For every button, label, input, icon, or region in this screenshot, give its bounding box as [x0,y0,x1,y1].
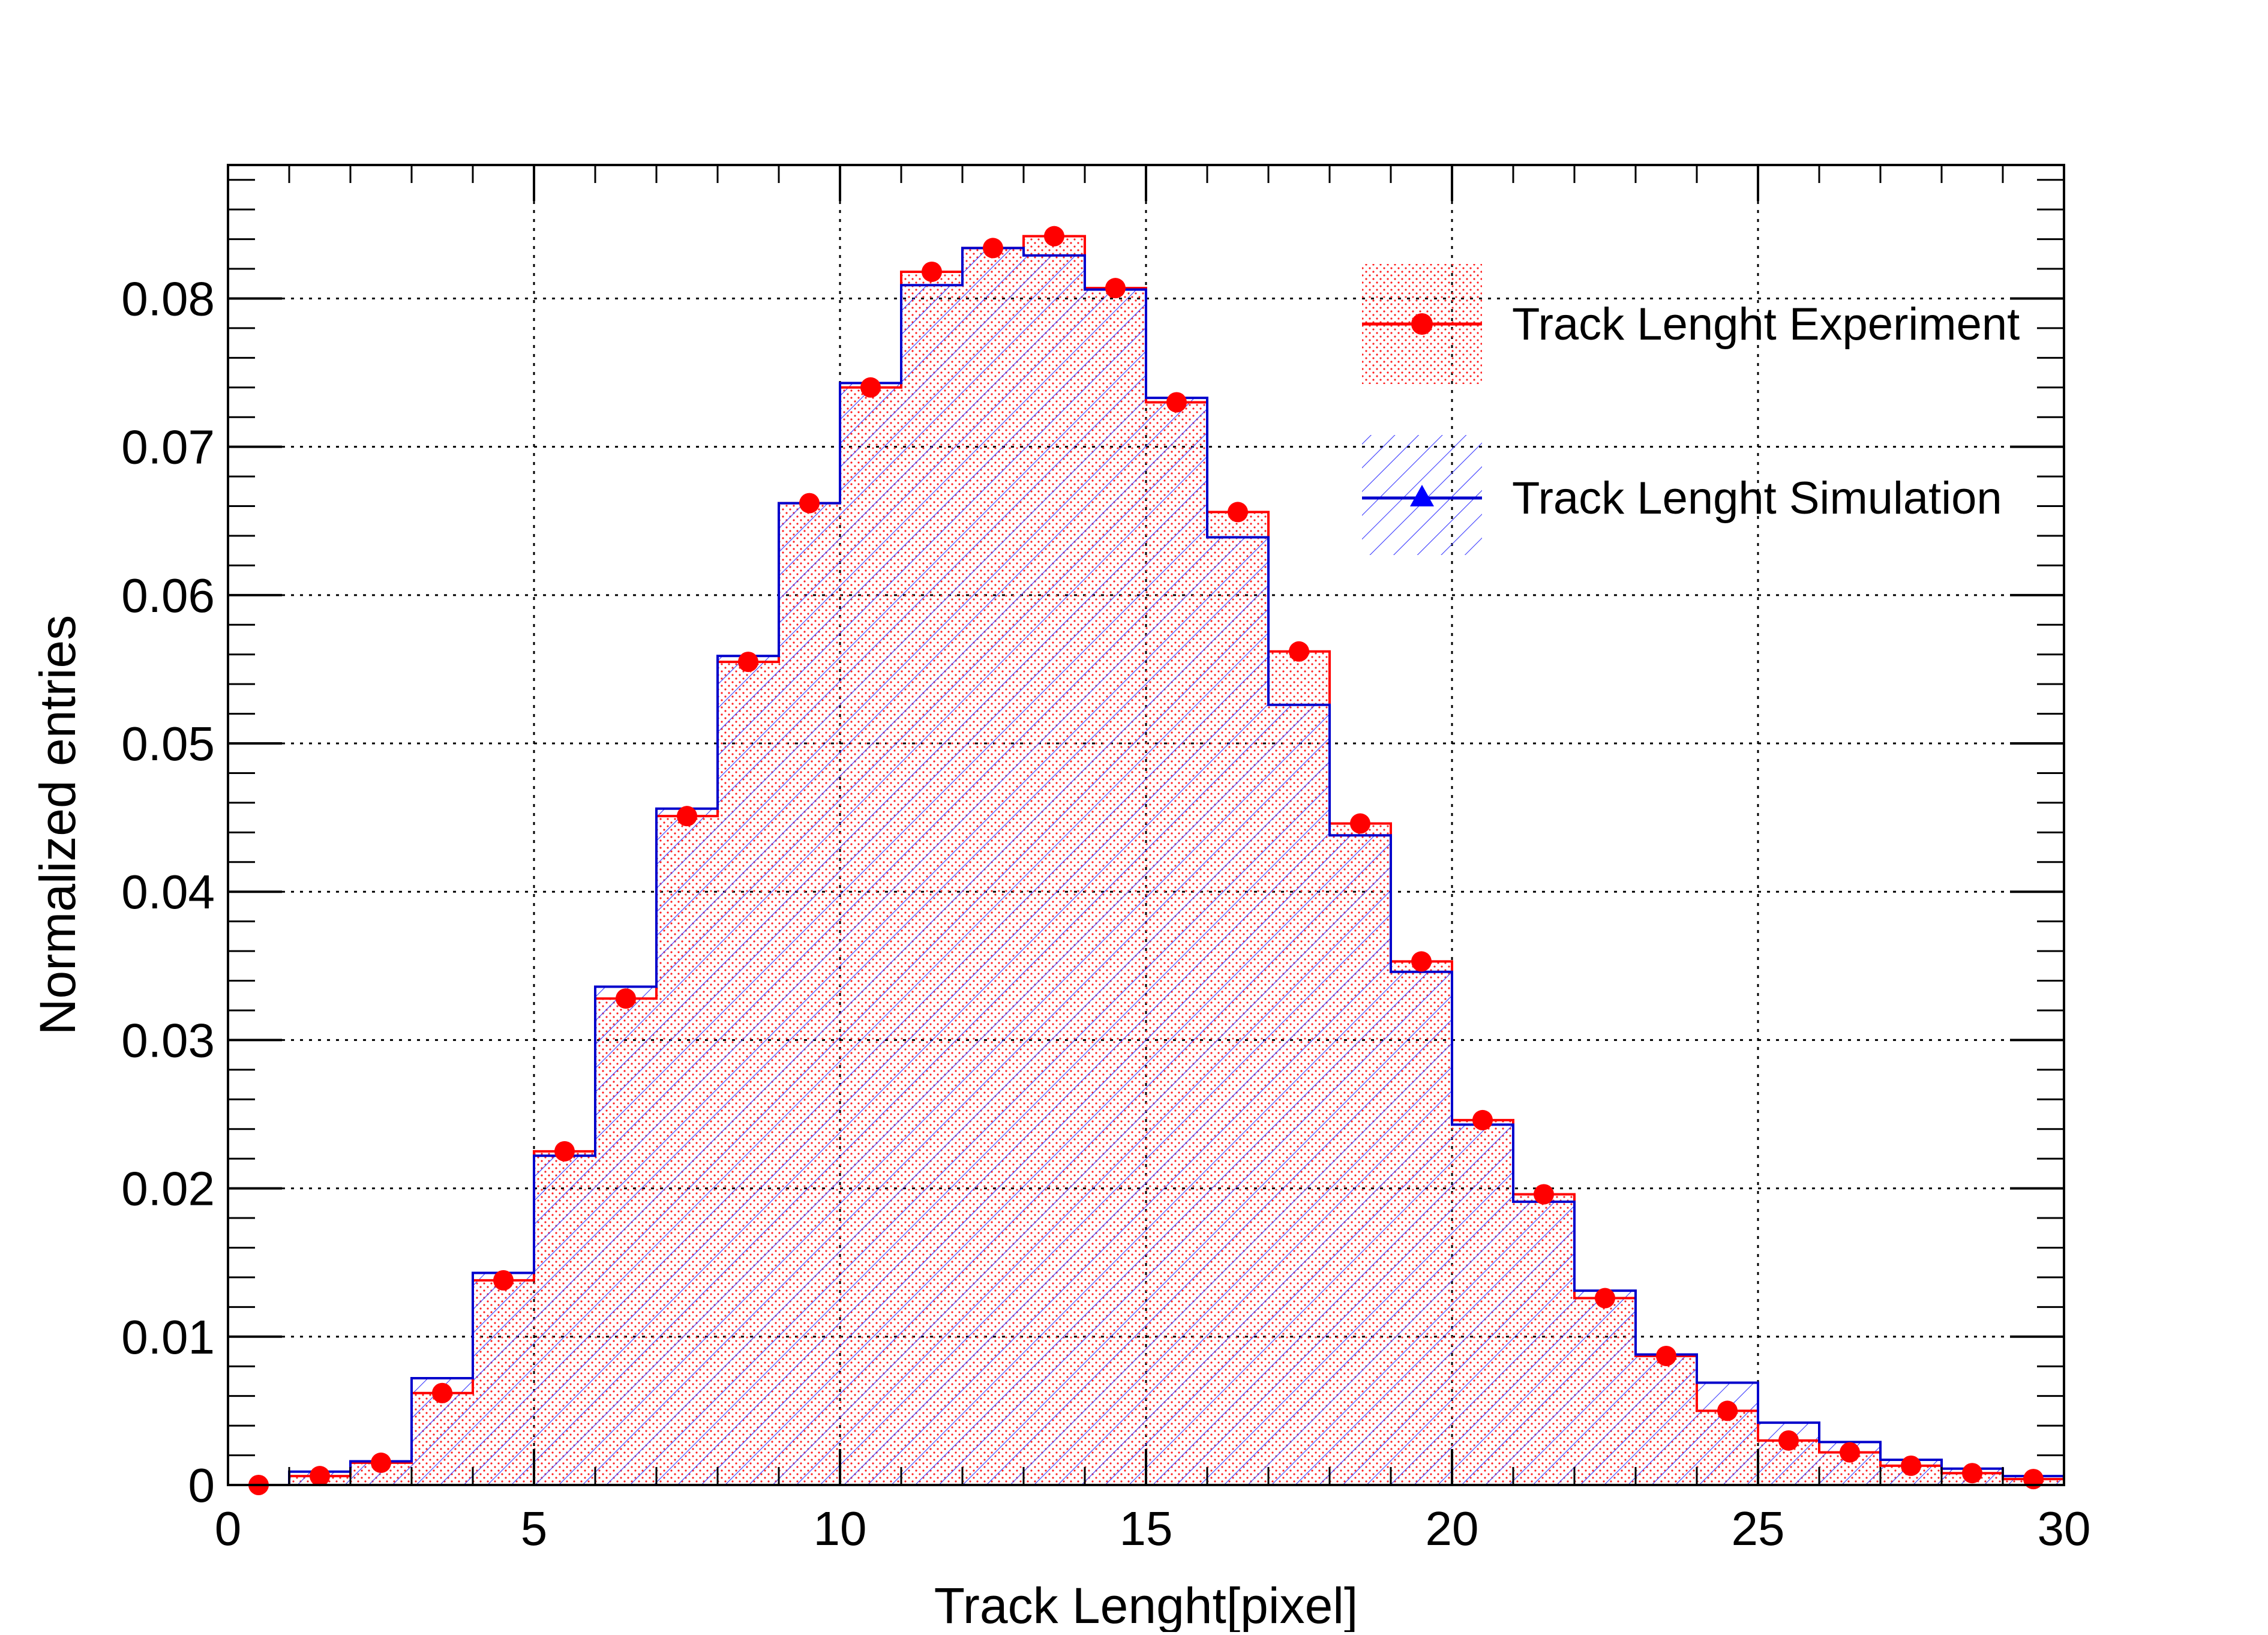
tick-labels: 0 5 10 15 20 25 30 0 0.01 0.02 0.03 0.04 0.05 0.06 0.0… [121,272,2090,1555]
experiment-point [1962,1463,1982,1484]
simulation-bar-fill [962,248,1024,1485]
experiment-point [1717,1400,1738,1421]
experiment-point [1656,1345,1676,1366]
simulation-bar-fill [1636,1354,1697,1485]
experiment-point [799,493,820,514]
legend-experiment-marker [1411,313,1433,335]
experiment-point [738,652,758,673]
experiment-histogram-line [228,235,2065,1486]
legend-experiment-label: Track Lenght Experiment [1512,299,2020,350]
y-tick-label: 0.05 [121,717,215,770]
x-tick-label: 10 [814,1502,867,1555]
histogram-outlines [228,235,2065,1486]
experiment-point [1044,226,1064,247]
legend-simulation-marker [1410,485,1434,506]
x-tick-label: 25 [1732,1502,1785,1555]
y-tick-label: 0.04 [121,865,215,919]
legend-simulation-label: Track Lenght Simulation [1512,473,2002,524]
simulation-bar-fill [534,1156,595,1485]
x-tick-label: 15 [1120,1502,1173,1555]
experiment-point [371,1452,391,1473]
experiment-point [983,238,1003,259]
experiment-point [1840,1442,1860,1463]
y-tick-label: 0.01 [121,1310,215,1364]
experiment-markers [248,226,2044,1495]
experiment-point [677,806,697,827]
experiment-point [1228,502,1248,523]
simulation-bar-fill [1207,537,1268,1485]
experiment-point [922,261,942,282]
experiment-point [1778,1430,1799,1451]
legend: Track Lenght Experiment Track Lenght Sim… [1362,264,2020,555]
simulation-histogram-line [228,247,2065,1486]
experiment-point [1595,1288,1615,1309]
experiment-point [554,1141,575,1162]
experiment-point [1901,1455,1921,1476]
simulation-bar-fill [1024,255,1085,1485]
simulation-bar-fill [1268,704,1330,1485]
y-tick-label: 0.06 [121,569,215,622]
experiment-point [1472,1109,1493,1130]
histogram-fills [289,236,2064,1486]
y-tick-label: 0.07 [121,421,215,474]
simulation-bar-fill [901,285,962,1485]
x-axis-label: Track Lenght[pixel] [934,1577,1358,1632]
simulation-bar-fill [473,1273,534,1485]
simulation-bar-fill [656,808,718,1485]
simulation-bar-fill [1391,971,1452,1485]
experiment-point [1411,951,1432,972]
y-tick-label: 0 [188,1459,215,1512]
experiment-point [1350,813,1370,834]
experiment-point [616,988,636,1009]
experiment-point [310,1466,330,1487]
x-tick-label: 5 [521,1502,548,1555]
experiment-point [2023,1469,2044,1490]
simulation-bar-fill [779,503,840,1486]
simulation-bar-fill [718,656,779,1485]
x-tick-label: 0 [215,1502,242,1555]
y-tick-label: 0.02 [121,1162,215,1216]
experiment-point [860,377,881,398]
simulation-bar-fill [595,986,656,1485]
simulation-bar-fill [1146,398,1207,1486]
simulation-bar-fill [840,383,901,1485]
axis-ticks [227,165,2065,1486]
simulation-bar-fill [1330,835,1391,1485]
simulation-bar-fill [1697,1382,1758,1485]
experiment-point [1534,1184,1554,1205]
experiment-point [1289,641,1309,662]
y-tick-label: 0.08 [121,272,215,325]
experiment-point [1105,278,1126,299]
y-tick-label: 0.03 [121,1013,215,1067]
experiment-point [493,1270,514,1291]
simulation-bar-fill [1513,1201,1574,1485]
experiment-point [1166,392,1187,413]
simulation-bar-fill [1574,1291,1636,1485]
x-tick-label: 30 [2038,1502,2091,1555]
experiment-point [432,1382,452,1403]
y-axis-label: Normalized entries [29,615,86,1035]
simulation-bar-fill [1085,289,1146,1486]
simulation-bar-fill [1452,1124,1513,1485]
x-tick-label: 20 [1426,1502,1479,1555]
